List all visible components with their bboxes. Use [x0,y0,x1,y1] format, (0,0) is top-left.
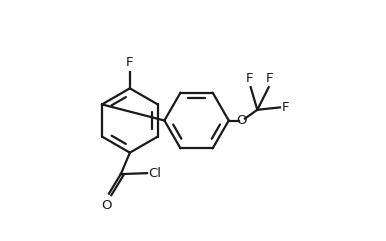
Text: Cl: Cl [149,167,161,180]
Text: O: O [237,114,247,127]
Text: F: F [246,72,253,85]
Text: F: F [266,72,273,85]
Text: F: F [282,101,290,114]
Text: F: F [126,56,134,69]
Text: O: O [101,199,111,212]
